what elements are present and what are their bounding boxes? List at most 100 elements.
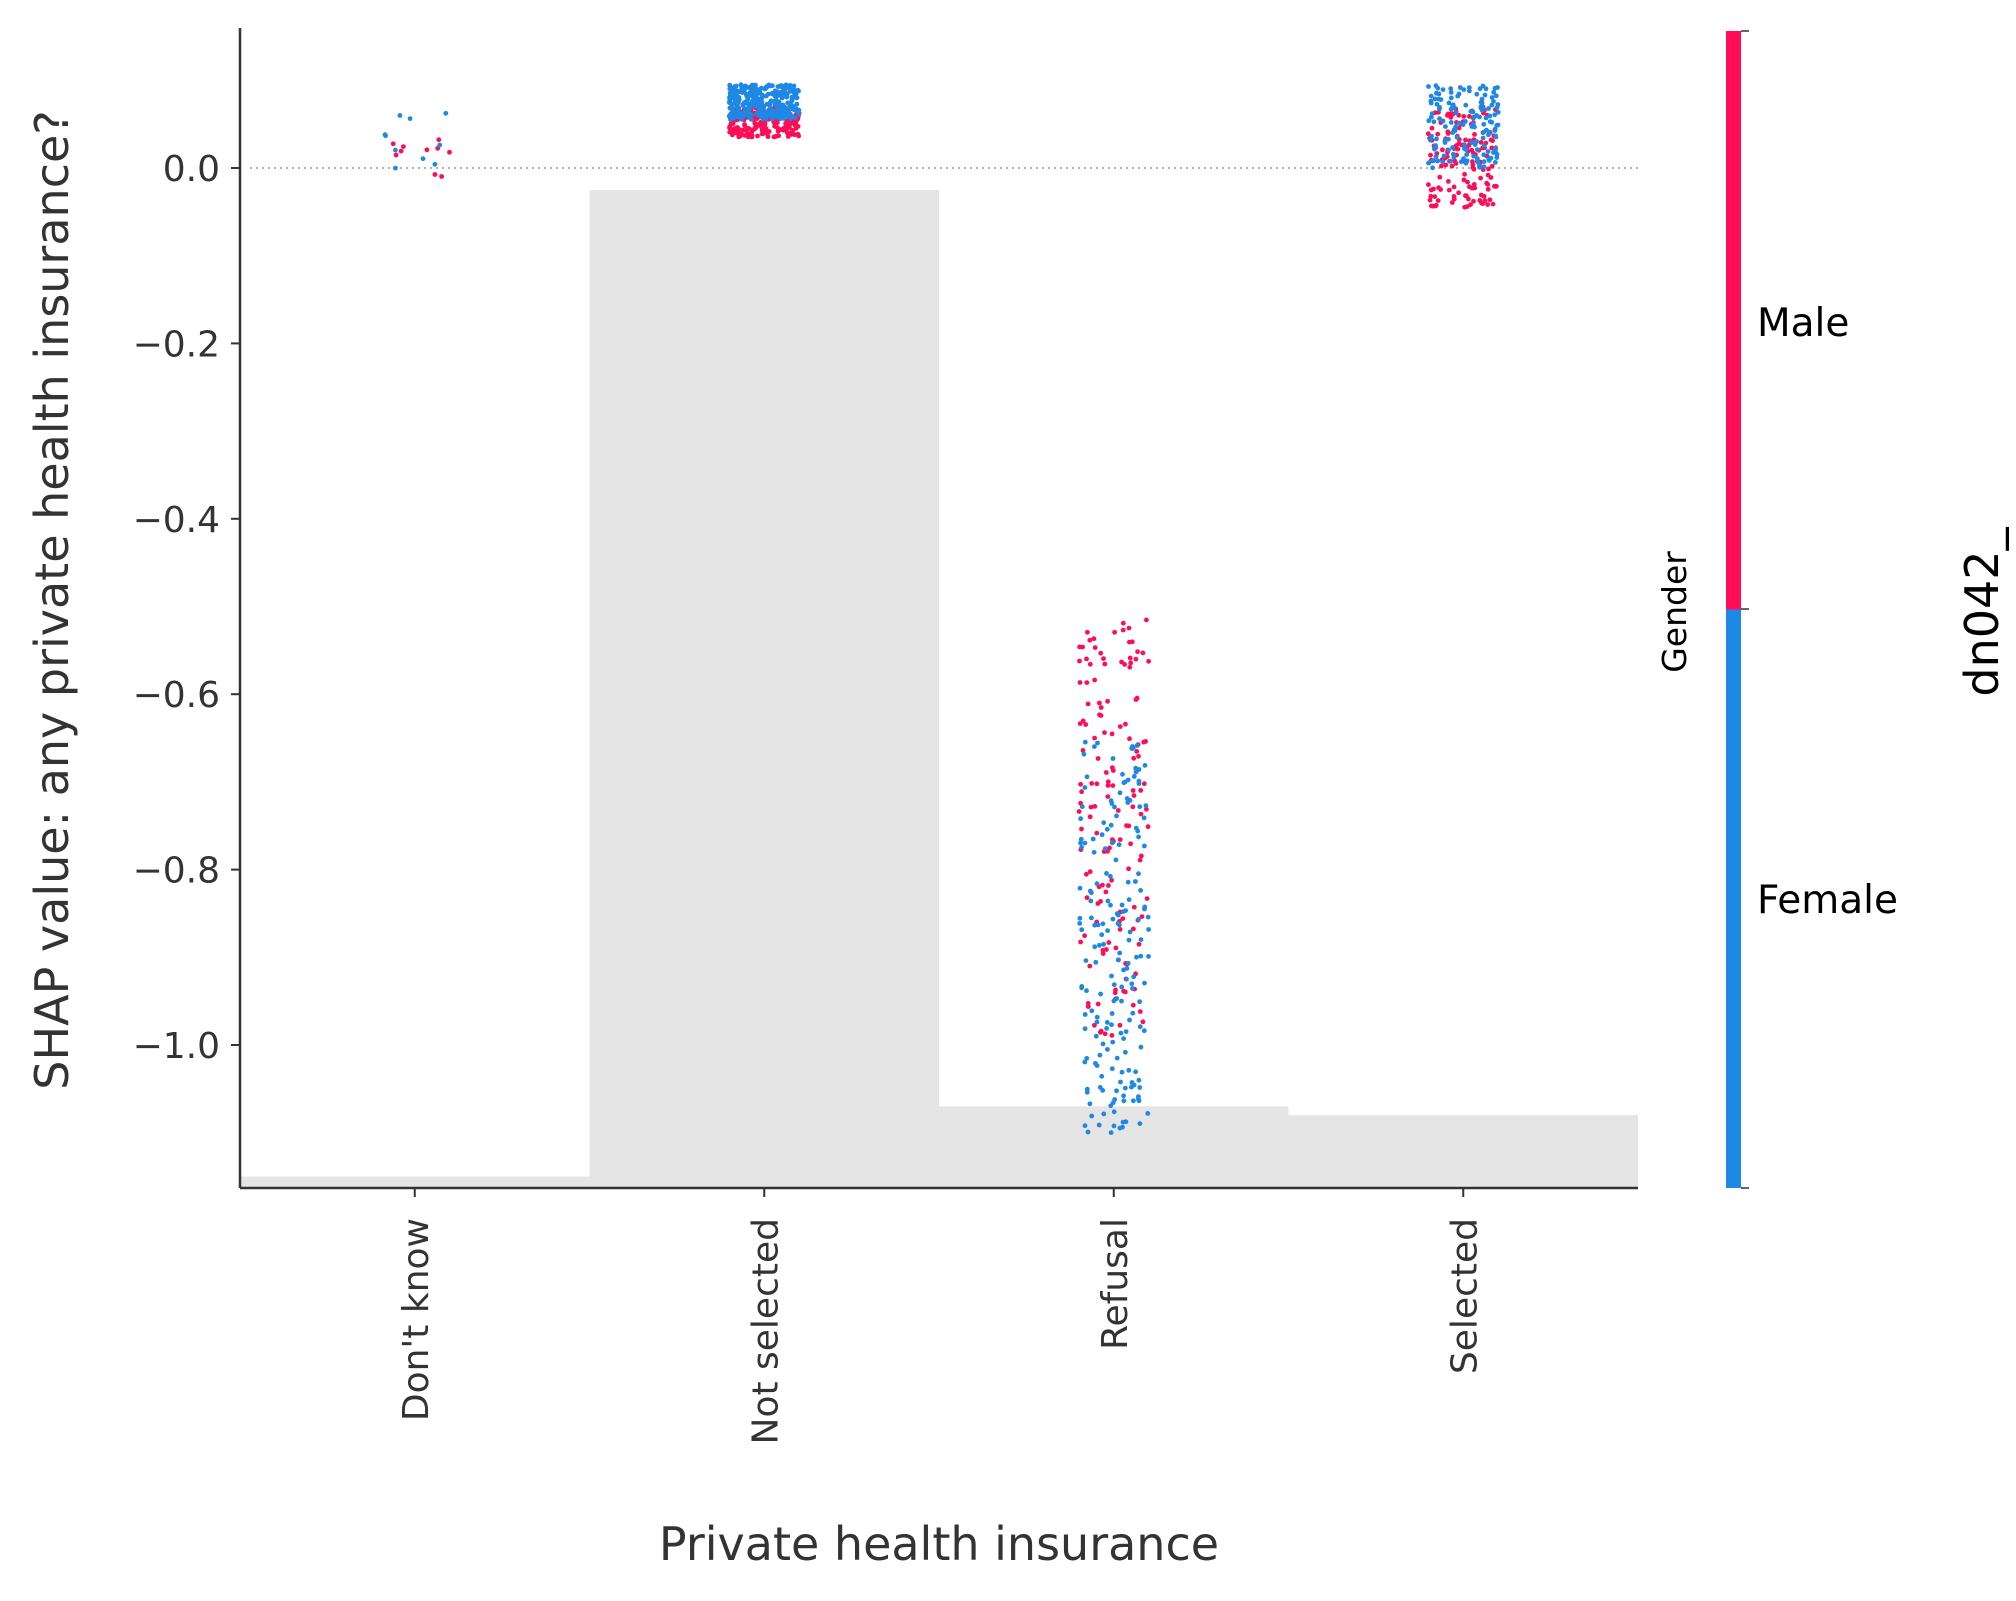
scatter-point (1435, 198, 1441, 204)
scatter-point (745, 126, 750, 132)
scatter-point (730, 94, 735, 100)
scatter-point (1101, 941, 1106, 947)
scatter-point (1451, 154, 1457, 160)
scatter-point (1457, 85, 1463, 90)
scatter-point (1084, 656, 1089, 662)
scatter-point (1095, 901, 1101, 906)
scatter-point (1113, 857, 1119, 863)
scatter-point (1121, 988, 1126, 994)
scatter-point (1120, 909, 1126, 914)
scatter-point (792, 94, 797, 100)
scatter-point (1108, 822, 1114, 828)
scatter-point (1079, 826, 1084, 832)
scatter-point (790, 88, 796, 94)
scatter-point (1491, 99, 1496, 104)
scatter-point (735, 107, 741, 113)
colorbar-tick-male: Male (1757, 301, 1849, 346)
scatter-point (1082, 1026, 1088, 1032)
scatter-point (1124, 976, 1129, 982)
scatter-point (1101, 1111, 1107, 1117)
scatter-point (1137, 999, 1142, 1005)
scatter-point (757, 86, 763, 92)
scatter-point (1137, 1085, 1143, 1090)
y-axis-label: SHAP value: any private health insurance… (25, 110, 79, 1089)
scatter-point (1078, 939, 1083, 945)
scatter-point (1463, 102, 1469, 108)
scatter-point (1085, 1001, 1091, 1006)
scatter-point (1143, 739, 1148, 744)
scatter-point (775, 128, 781, 134)
scatter-point (1108, 1103, 1114, 1109)
scatter-point (1482, 198, 1488, 204)
histogram-bars (240, 189, 1638, 1189)
scatter-point (1143, 803, 1149, 809)
scatter-point (1124, 823, 1129, 828)
scatter-point (1485, 172, 1491, 178)
y-tick-label: −0.4 (133, 500, 220, 541)
scatter-point (1082, 1059, 1088, 1065)
scatter-point (1461, 142, 1467, 148)
scatter-point (1474, 147, 1480, 153)
scatter-point (1077, 658, 1082, 664)
scatter-point (1121, 967, 1126, 973)
scatter-point (1105, 779, 1111, 785)
scatter-point (1448, 120, 1454, 125)
scatter-point (1089, 781, 1095, 786)
scatter-point (1120, 916, 1126, 921)
scatter-point (1104, 826, 1110, 832)
scatter-point (1432, 194, 1438, 200)
scatter-point (753, 125, 759, 131)
scatter-point (1131, 755, 1137, 761)
scatter-point (1438, 187, 1443, 192)
scatter-point (1099, 932, 1105, 938)
scatter-point (772, 123, 777, 129)
scatter-point (1127, 736, 1132, 742)
scatter-point (1097, 1052, 1103, 1058)
scatter-point (1077, 921, 1083, 926)
scatter-point (783, 106, 789, 112)
scatter-point (1089, 890, 1094, 896)
scatter-point (1095, 740, 1100, 746)
scatter-point (1133, 1069, 1138, 1075)
scatter-point (1119, 1069, 1125, 1075)
scatter-point (1130, 788, 1136, 793)
scatter-point (1092, 804, 1098, 809)
scatter-point (784, 122, 790, 128)
scatter-point (1433, 202, 1439, 208)
scatter-point (1082, 840, 1088, 846)
scatter-point (1102, 661, 1108, 667)
scatter-point (1144, 617, 1149, 623)
scatter-point (1429, 114, 1434, 120)
scatter-point (736, 89, 742, 95)
scatter-point (1136, 753, 1141, 759)
scatter-point (1116, 842, 1122, 848)
scatter-point (1138, 888, 1143, 893)
scatter-point (1126, 625, 1132, 631)
x-ticks: Don't know Not selected Refusal Selected (396, 1188, 1485, 1444)
scatter-point (777, 112, 782, 117)
scatter-point (1117, 950, 1123, 956)
scatter-point (765, 91, 771, 97)
scatter-point (1446, 187, 1452, 193)
scatter-point (1489, 102, 1495, 108)
scatter-point (1145, 914, 1151, 920)
scatter-point (1122, 1085, 1128, 1091)
scatter-point (754, 98, 759, 103)
scatter-point (1127, 929, 1133, 935)
scatter-point (780, 102, 786, 108)
scatter-point (1123, 1029, 1129, 1034)
scatter-point (1434, 90, 1439, 96)
scatter-point (1114, 1055, 1120, 1061)
scatter-point (1428, 193, 1434, 199)
scatter-point (1092, 944, 1098, 950)
scatter-point (761, 116, 767, 122)
scatter-point (1139, 914, 1145, 919)
scatter-point (1141, 1028, 1147, 1034)
x-tick-label: Don't know (396, 1218, 437, 1421)
scatter-point (407, 116, 413, 121)
scatter-point (1435, 158, 1441, 164)
scatter-point (1105, 698, 1110, 704)
scatter-point (1129, 981, 1135, 987)
scatter-point (1109, 973, 1114, 979)
scatter-point (759, 92, 765, 97)
